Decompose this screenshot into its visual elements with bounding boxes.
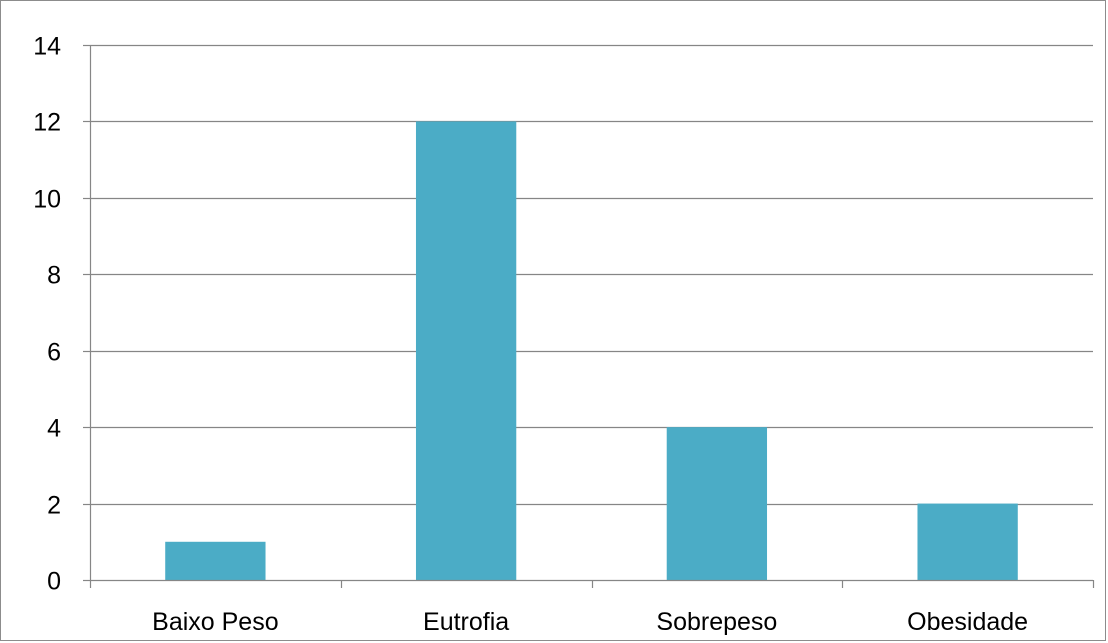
y-tick-label: 10	[33, 186, 61, 214]
y-tick-label: 14	[33, 33, 61, 61]
gridlines	[90, 44, 1093, 506]
y-tick-labels: 0 2 4 6 8 10 12 14	[33, 33, 61, 596]
bar-obesidade	[917, 503, 1018, 580]
bar-eutrofia	[415, 121, 517, 580]
y-tick-label: 0	[47, 568, 61, 596]
x-tick-labels: Baixo Peso Eutrofia Sobrepeso Obesidade	[152, 608, 1028, 636]
y-tick-label: 4	[47, 415, 61, 443]
x-tick-label: Baixo Peso	[152, 608, 278, 636]
bar-sobrepeso	[666, 427, 768, 580]
x-tick-label: Sobrepeso	[656, 608, 777, 636]
bars	[165, 121, 1018, 580]
y-tick-label: 8	[47, 262, 61, 290]
axes	[83, 44, 1095, 588]
y-tick-label: 12	[33, 109, 61, 137]
x-tick-label: Obesidade	[907, 608, 1028, 636]
bar-baixo-peso	[165, 541, 266, 580]
y-tick-label: 6	[47, 339, 61, 367]
y-tick-label: 2	[47, 492, 61, 520]
x-tick-label: Eutrofia	[423, 608, 509, 636]
